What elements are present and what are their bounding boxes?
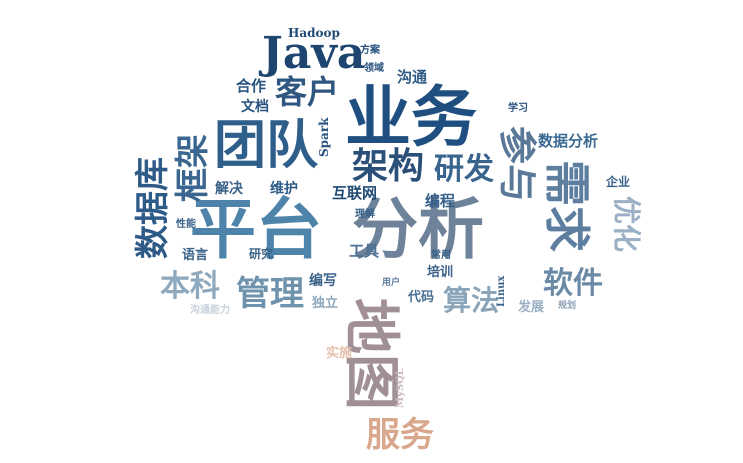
word-gongju: 工具 xyxy=(349,242,380,260)
word-spark: Spark xyxy=(317,117,331,157)
word-shujuku: 数据库 xyxy=(133,157,173,259)
word-guanli: 管理 xyxy=(236,274,304,314)
word-peixun: 培训 xyxy=(427,265,454,280)
word-daima: 代码 xyxy=(408,290,435,305)
word-shujufenxi: 数据分析 xyxy=(538,132,599,150)
word-kuangjia: 框架 xyxy=(173,134,213,202)
word-yanfa: 研发 xyxy=(434,152,494,187)
word-lingyu: 领域 xyxy=(364,63,384,74)
word-xuexi: 学习 xyxy=(508,103,528,114)
word-wendang: 文档 xyxy=(241,99,269,115)
word-shishi: 实施 xyxy=(326,346,353,361)
word-java: Java xyxy=(262,28,366,79)
word-qiye: 企业 xyxy=(606,175,631,189)
word-duli: 独立 xyxy=(312,296,339,311)
word-suanfa: 算法 xyxy=(443,284,500,317)
word-fangan: 方案 xyxy=(360,45,380,56)
word-yewu: 业务 xyxy=(345,78,477,156)
word-pingtai: 平台 xyxy=(190,190,322,268)
word-jiagou: 架构 xyxy=(352,145,425,187)
word-weihu: 维护 xyxy=(270,181,298,197)
word-changyong: 常用 xyxy=(431,250,451,261)
word-hulianwang: 互联网 xyxy=(332,184,378,202)
word-bianxie: 编写 xyxy=(309,273,337,289)
word-goutong: 沟通 xyxy=(397,68,428,86)
word-jiejue: 解决 xyxy=(215,181,243,197)
word-goutongnengli: 沟通能力 xyxy=(190,305,230,316)
word-fenxi: 分析 xyxy=(352,190,484,268)
word-yuyan: 语言 xyxy=(182,248,209,263)
word-ruanjian: 软件 xyxy=(543,266,603,301)
word-hezuo: 合作 xyxy=(236,77,267,95)
word-hadoop: Hadoop xyxy=(288,26,340,40)
word-xuqiu: 需求 xyxy=(540,160,594,252)
word-youhua: 优化 xyxy=(610,196,643,253)
word-kehu: 客户 xyxy=(275,73,340,111)
word-tuandui: 团队 xyxy=(214,115,319,176)
word-yonghu: 用户 xyxy=(382,278,401,288)
word-xingneng: 性能 xyxy=(176,219,196,230)
word-yanjiu: 研究 xyxy=(249,247,274,261)
word-mysql: MySQL xyxy=(395,368,406,408)
word-fazhan: 发展 xyxy=(518,300,545,315)
word-benke: 本科 xyxy=(160,269,220,304)
word-canyu: 参与 xyxy=(495,126,540,203)
word-lijie: 理解 xyxy=(355,209,375,220)
word-linux: Linux xyxy=(496,275,507,307)
word-guihua: 规划 xyxy=(558,301,577,311)
word-biancheng: 编程 xyxy=(425,192,456,210)
word-fuwu: 服务 xyxy=(366,415,434,455)
